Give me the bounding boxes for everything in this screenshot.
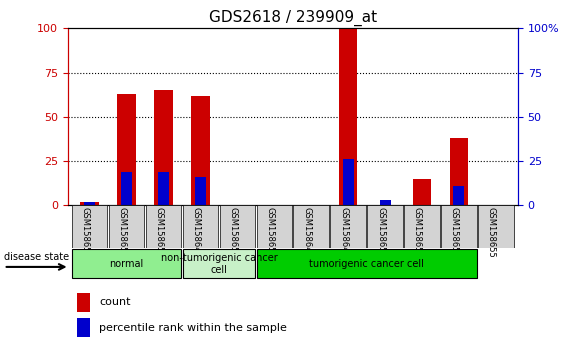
Bar bbox=[195, 177, 206, 205]
Bar bbox=[450, 138, 468, 205]
FancyBboxPatch shape bbox=[257, 249, 477, 278]
Bar bbox=[339, 28, 358, 205]
Text: GSM158654: GSM158654 bbox=[450, 207, 459, 258]
Text: GSM158651: GSM158651 bbox=[376, 207, 385, 258]
FancyBboxPatch shape bbox=[478, 205, 513, 248]
FancyBboxPatch shape bbox=[109, 205, 144, 248]
Bar bbox=[453, 186, 464, 205]
Bar bbox=[158, 172, 169, 205]
FancyBboxPatch shape bbox=[330, 205, 366, 248]
Bar bbox=[413, 179, 431, 205]
FancyBboxPatch shape bbox=[367, 205, 403, 248]
Bar bbox=[343, 159, 354, 205]
FancyBboxPatch shape bbox=[72, 249, 181, 278]
Bar bbox=[84, 202, 95, 205]
Bar bbox=[81, 202, 99, 205]
FancyBboxPatch shape bbox=[293, 205, 329, 248]
FancyBboxPatch shape bbox=[220, 205, 255, 248]
Text: tumorigenic cancer cell: tumorigenic cancer cell bbox=[309, 259, 424, 269]
Bar bbox=[77, 293, 90, 312]
FancyBboxPatch shape bbox=[146, 205, 181, 248]
Text: GSM158648: GSM158648 bbox=[191, 207, 200, 258]
Bar bbox=[118, 94, 136, 205]
Text: GSM158652: GSM158652 bbox=[265, 207, 274, 258]
Text: non-tumorigenic cancer
cell: non-tumorigenic cancer cell bbox=[160, 253, 278, 275]
Text: percentile rank within the sample: percentile rank within the sample bbox=[99, 323, 287, 333]
FancyBboxPatch shape bbox=[441, 205, 477, 248]
Text: disease state: disease state bbox=[4, 252, 69, 262]
Text: GSM158658: GSM158658 bbox=[155, 207, 163, 258]
FancyBboxPatch shape bbox=[183, 249, 255, 278]
Text: count: count bbox=[99, 297, 131, 307]
Text: GSM158655: GSM158655 bbox=[487, 207, 496, 258]
Text: normal: normal bbox=[110, 259, 144, 269]
FancyBboxPatch shape bbox=[72, 205, 108, 248]
Title: GDS2618 / 239909_at: GDS2618 / 239909_at bbox=[209, 9, 377, 25]
Text: GSM158649: GSM158649 bbox=[339, 207, 348, 258]
Bar bbox=[379, 200, 391, 205]
Bar bbox=[154, 90, 173, 205]
Text: GSM158653: GSM158653 bbox=[413, 207, 422, 258]
FancyBboxPatch shape bbox=[183, 205, 218, 248]
Bar bbox=[121, 172, 132, 205]
FancyBboxPatch shape bbox=[257, 205, 292, 248]
Text: GSM158657: GSM158657 bbox=[118, 207, 127, 258]
Bar bbox=[191, 96, 209, 205]
Text: GSM158650: GSM158650 bbox=[229, 207, 238, 258]
Bar bbox=[77, 318, 90, 337]
Text: GSM158656: GSM158656 bbox=[81, 207, 90, 258]
FancyBboxPatch shape bbox=[404, 205, 440, 248]
Text: GSM158647: GSM158647 bbox=[302, 207, 311, 258]
